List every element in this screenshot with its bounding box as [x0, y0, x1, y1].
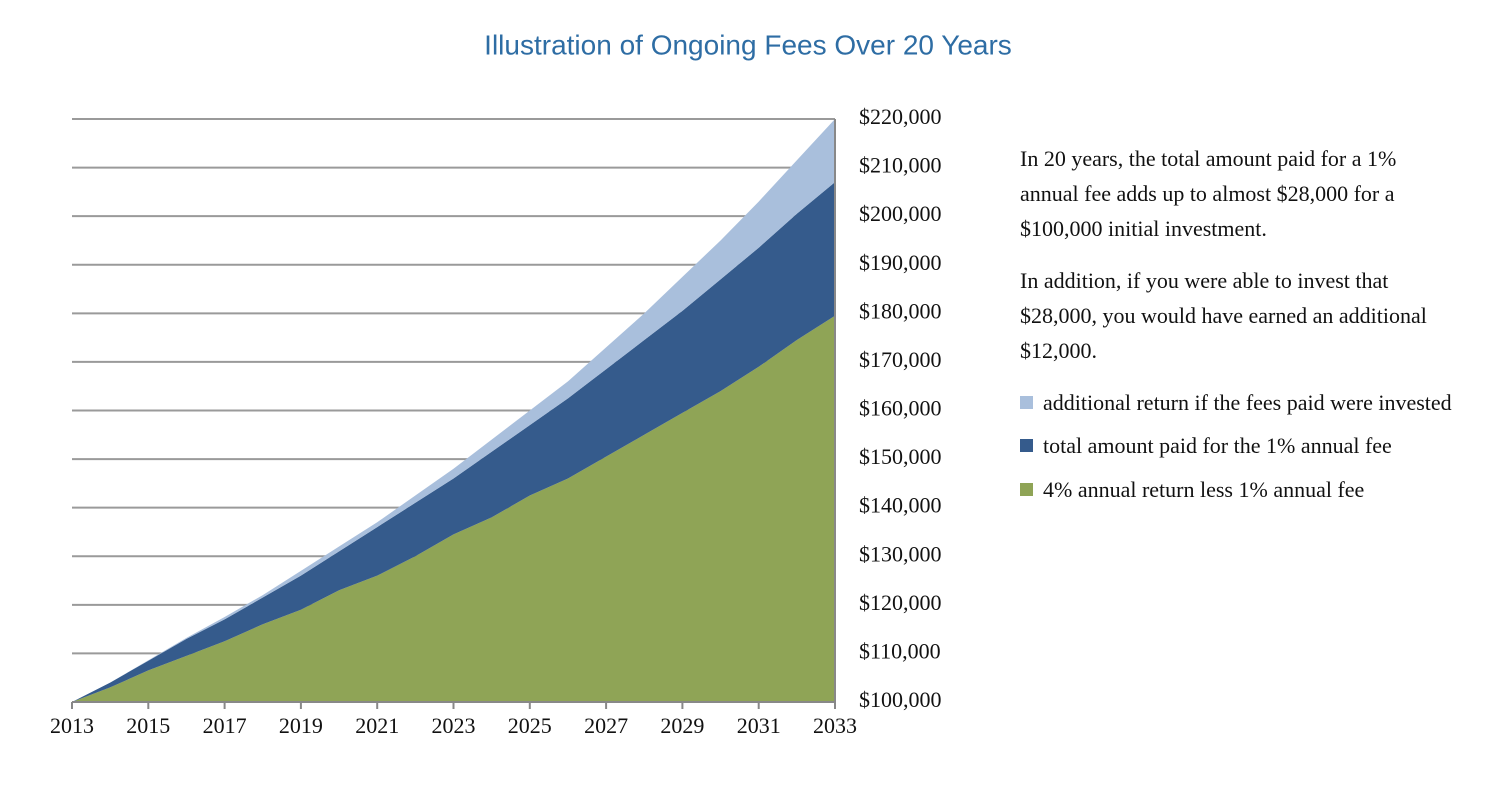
legend-label: additional return if the fees paid were …	[1043, 389, 1452, 415]
legend-label: 4% annual return less 1% annual fee	[1043, 477, 1365, 503]
legend-swatch	[1020, 395, 1033, 409]
y-tick-label: $160,000	[859, 396, 942, 421]
y-tick-label: $130,000	[859, 541, 942, 566]
y-tick-label: $140,000	[859, 493, 942, 518]
y-tick-label: $110,000	[859, 638, 941, 663]
x-tick-label: 2025	[508, 713, 552, 738]
x-tick-label: 2031	[737, 713, 781, 738]
annotation: In 20 years, the total amount paid for a…	[1020, 146, 1397, 241]
x-tick-label: 2021	[355, 713, 399, 738]
y-tick-label: $210,000	[859, 153, 942, 178]
legend-item: 4% annual return less 1% annual fee	[1020, 474, 1460, 506]
x-tick-label: 2017	[203, 713, 247, 738]
y-tick-label: $180,000	[859, 298, 942, 323]
chart-title: Illustration of Ongoing Fees Over 20 Yea…	[484, 29, 1012, 60]
legend-item: additional return if the fees paid were …	[1020, 387, 1460, 419]
x-tick-label: 2027	[584, 713, 628, 738]
legend-swatch	[1020, 483, 1033, 497]
side-panel: In 20 years, the total amount paid for a…	[1020, 142, 1460, 518]
y-tick-label: $100,000	[859, 687, 942, 712]
x-tick-label: 2015	[126, 713, 170, 738]
annotation: In addition, if you were able to invest …	[1020, 268, 1427, 363]
area	[72, 315, 835, 702]
y-tick-label: $120,000	[859, 590, 942, 615]
y-tick-label: $170,000	[859, 347, 942, 372]
legend-swatch	[1020, 439, 1033, 453]
x-tick-label: 2023	[432, 713, 476, 738]
x-tick-label: 2019	[279, 713, 323, 738]
x-tick-label: 2013	[50, 713, 94, 738]
x-tick-label: 2029	[660, 713, 704, 738]
legend-label: total amount paid for the 1% annual fee	[1043, 433, 1392, 459]
y-tick-label: $220,000	[859, 104, 942, 129]
y-tick-label: $190,000	[859, 250, 942, 275]
x-tick-label: 2033	[813, 713, 857, 738]
y-tick-label: $200,000	[859, 201, 942, 226]
legend-item: total amount paid for the 1% annual fee	[1020, 430, 1460, 462]
y-tick-label: $150,000	[859, 444, 942, 469]
